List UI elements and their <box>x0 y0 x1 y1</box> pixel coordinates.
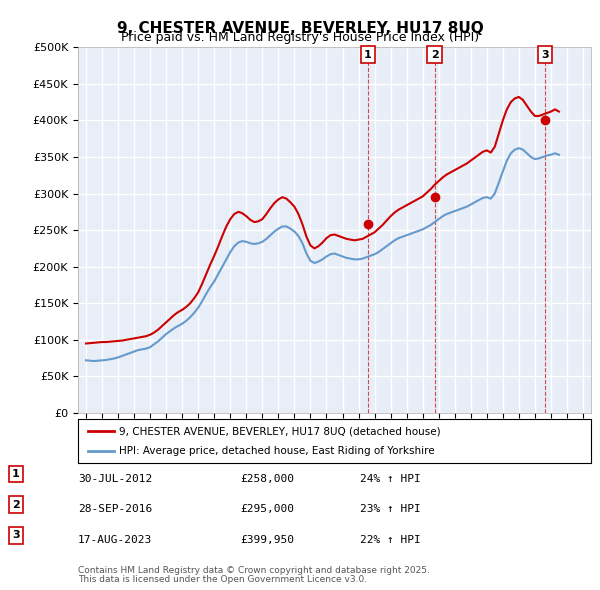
Text: £399,950: £399,950 <box>240 535 294 545</box>
Text: HPI: Average price, detached house, East Riding of Yorkshire: HPI: Average price, detached house, East… <box>119 446 434 455</box>
Text: 17-AUG-2023: 17-AUG-2023 <box>78 535 152 545</box>
Text: 9, CHESTER AVENUE, BEVERLEY, HU17 8UQ (detached house): 9, CHESTER AVENUE, BEVERLEY, HU17 8UQ (d… <box>119 427 440 436</box>
Text: 3: 3 <box>541 50 549 60</box>
Text: 28-SEP-2016: 28-SEP-2016 <box>78 504 152 514</box>
Text: This data is licensed under the Open Government Licence v3.0.: This data is licensed under the Open Gov… <box>78 575 367 584</box>
Text: 3: 3 <box>12 530 20 540</box>
Text: 1: 1 <box>364 50 372 60</box>
Text: 1: 1 <box>12 469 20 479</box>
Text: 22% ↑ HPI: 22% ↑ HPI <box>360 535 421 545</box>
Text: 9, CHESTER AVENUE, BEVERLEY, HU17 8UQ: 9, CHESTER AVENUE, BEVERLEY, HU17 8UQ <box>116 21 484 35</box>
Text: £295,000: £295,000 <box>240 504 294 514</box>
Text: Contains HM Land Registry data © Crown copyright and database right 2025.: Contains HM Land Registry data © Crown c… <box>78 566 430 575</box>
Text: 23% ↑ HPI: 23% ↑ HPI <box>360 504 421 514</box>
Text: 30-JUL-2012: 30-JUL-2012 <box>78 474 152 484</box>
Text: 2: 2 <box>12 500 20 510</box>
Text: 2: 2 <box>431 50 439 60</box>
Text: 24% ↑ HPI: 24% ↑ HPI <box>360 474 421 484</box>
Text: £258,000: £258,000 <box>240 474 294 484</box>
Text: Price paid vs. HM Land Registry's House Price Index (HPI): Price paid vs. HM Land Registry's House … <box>121 31 479 44</box>
